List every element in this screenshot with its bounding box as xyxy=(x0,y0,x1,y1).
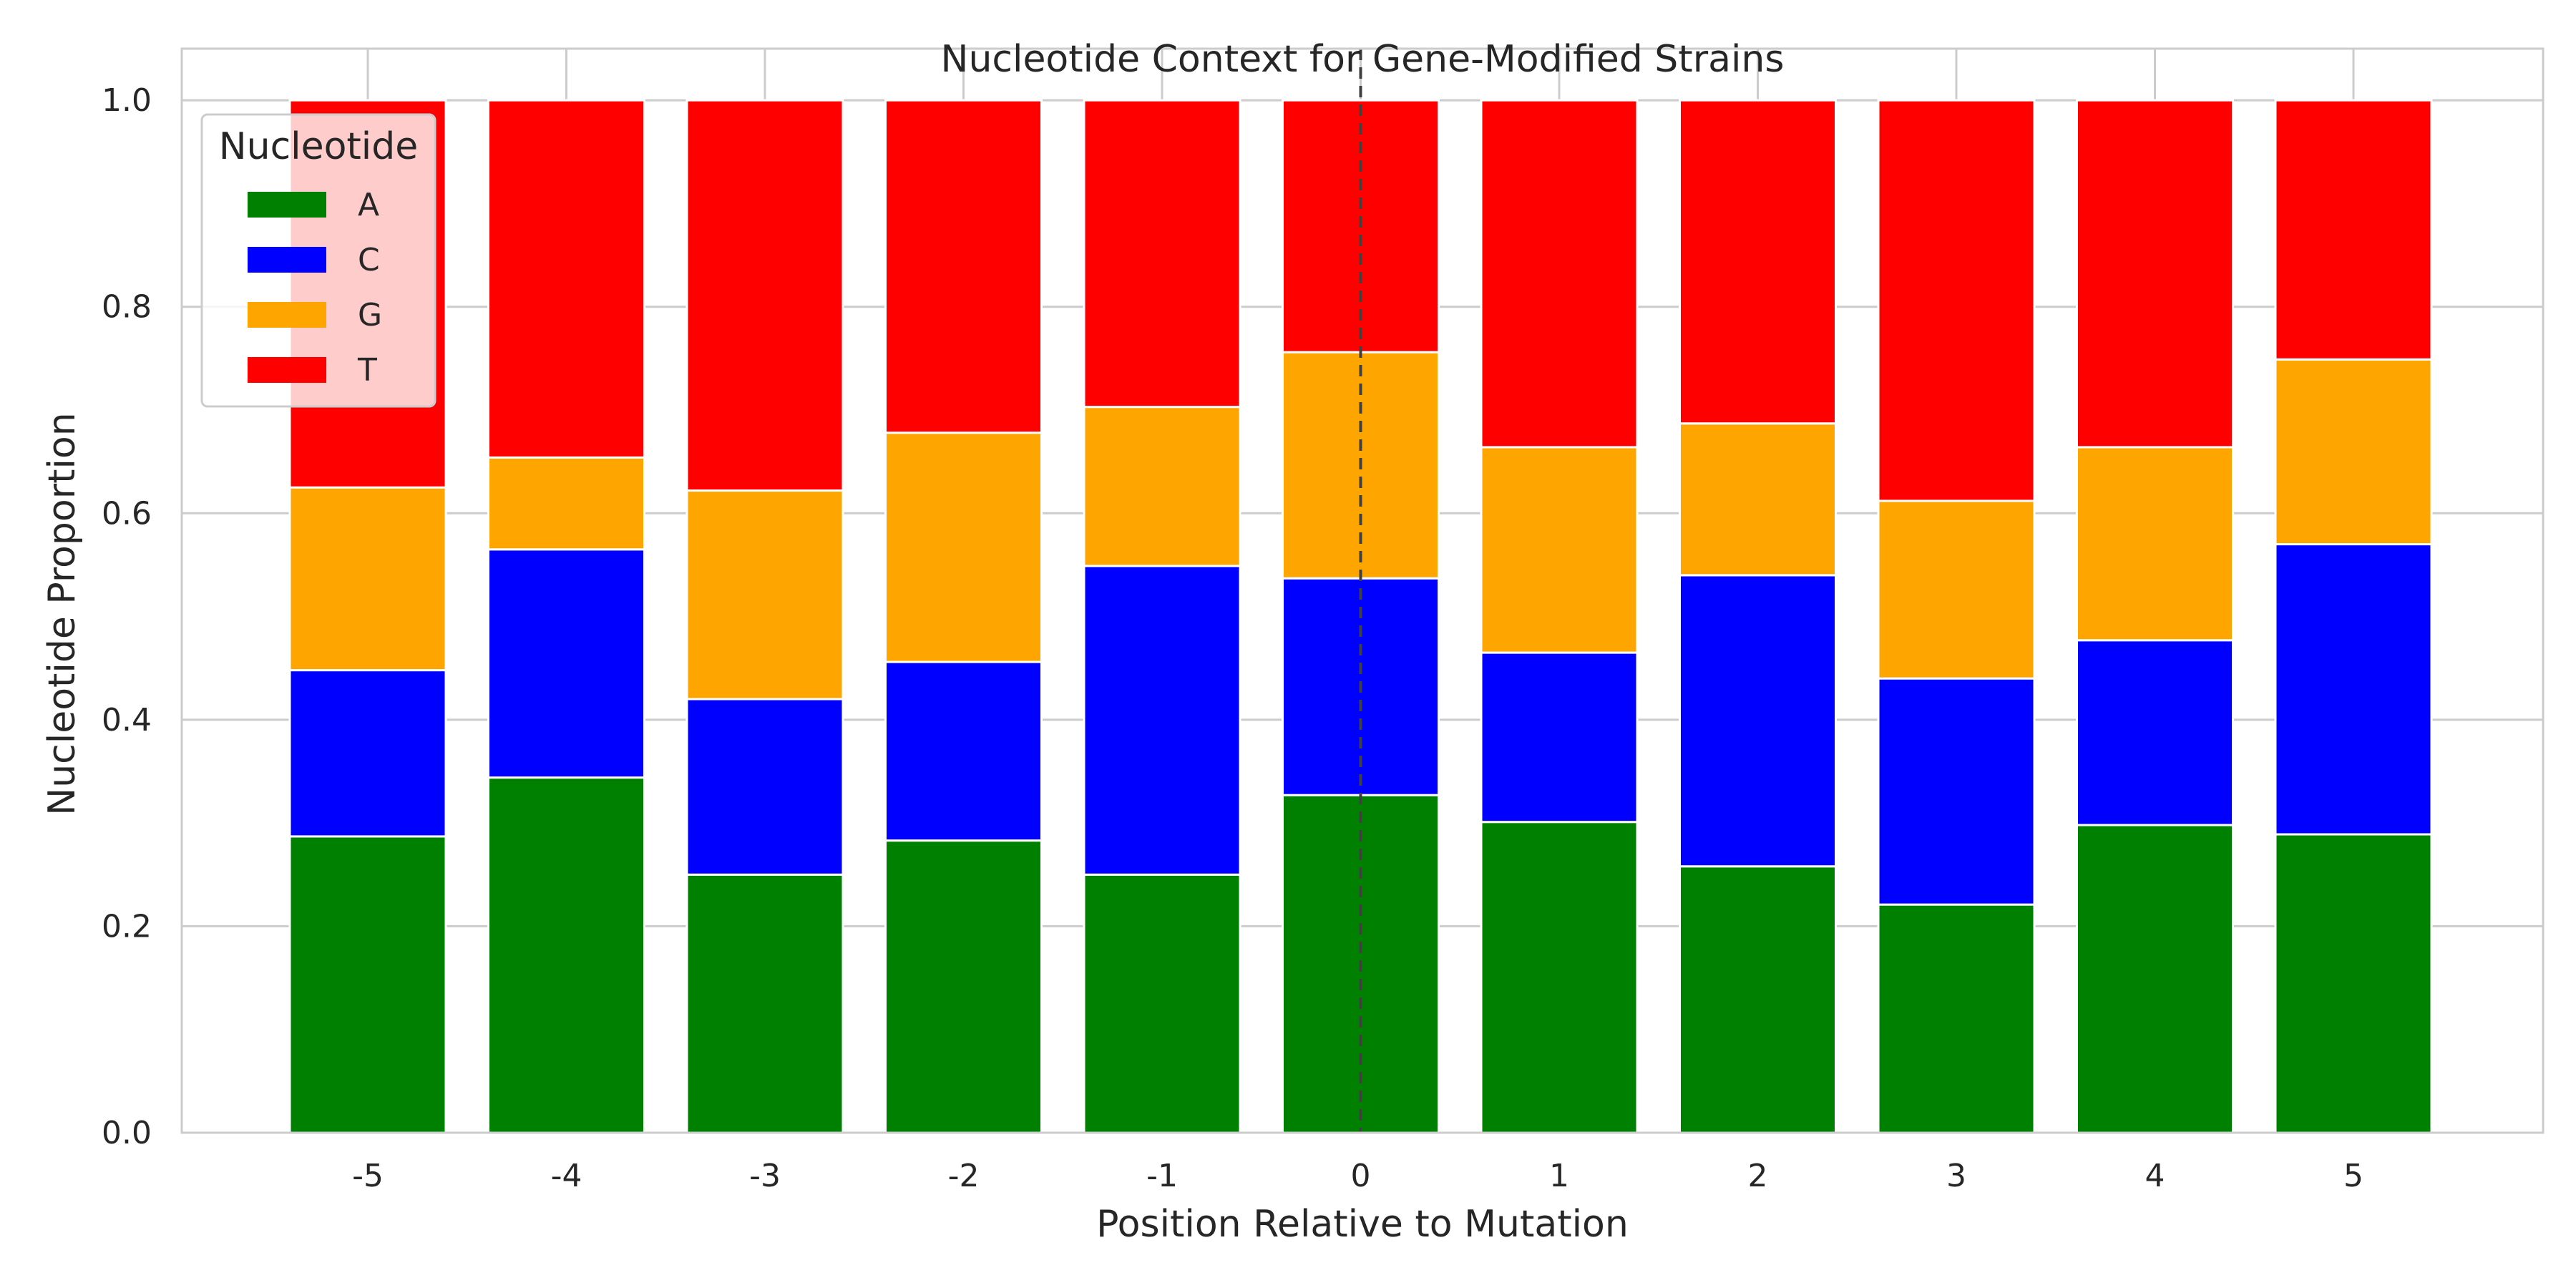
bar-segment-G--4 xyxy=(487,456,645,551)
bar-segment-A-5 xyxy=(2274,833,2433,1134)
chart-title: Nucleotide Context for Gene-Modified Str… xyxy=(941,38,1785,81)
bars xyxy=(288,99,2433,1134)
bar-segment-A--3 xyxy=(686,873,844,1134)
bar-segment-C-3 xyxy=(1877,677,2036,906)
x-tick-label: -4 xyxy=(551,1158,582,1194)
bar-segment-G--2 xyxy=(884,431,1043,663)
bar-segment-C--3 xyxy=(686,698,844,876)
bar-segment-T-4 xyxy=(2076,99,2234,449)
bar-segment-T-3 xyxy=(1877,99,2036,502)
y-ticks: 0.0 0.2 0.4 0.6 0.8 1.0 xyxy=(102,82,152,1151)
x-ticks: -5 -4 -3 -2 -1 0 1 2 3 4 5 xyxy=(352,1158,2363,1194)
bar-segment-G-4 xyxy=(2076,446,2234,642)
legend-label-A: A xyxy=(358,187,379,223)
bar-segment-G--1 xyxy=(1083,406,1241,567)
bar-segment-T--1 xyxy=(1083,99,1241,409)
y-tick-label: 1.0 xyxy=(102,82,152,119)
x-tick-label: -5 xyxy=(352,1158,384,1194)
x-axis-title: Position Relative to Mutation xyxy=(1096,1203,1629,1246)
bar-segment-A-2 xyxy=(1679,865,1837,1134)
bar-segment-T-1 xyxy=(1480,99,1639,449)
bar-segment-C--4 xyxy=(487,548,645,779)
x-tick-label: -1 xyxy=(1146,1158,1178,1194)
bar-segment-C--2 xyxy=(884,660,1043,842)
x-tick-label: 5 xyxy=(2343,1158,2363,1194)
x-tick-label: 0 xyxy=(1351,1158,1371,1194)
bar-segment-G--3 xyxy=(686,489,844,701)
x-tick-label: 4 xyxy=(2145,1158,2165,1194)
bar-segment-T-5 xyxy=(2274,99,2433,361)
y-tick-label: 0.2 xyxy=(102,908,152,945)
plot-frame xyxy=(180,47,2545,1134)
legend-title: Nucleotide xyxy=(219,125,419,168)
bar-segment-G--5 xyxy=(288,486,447,672)
legend-swatch-A xyxy=(248,192,326,218)
bar-segment-G-3 xyxy=(1877,499,2036,680)
y-axis-title: Nucleotide Proportion xyxy=(41,412,84,815)
bar-segment-T--3 xyxy=(686,99,844,492)
x-tick-label: -2 xyxy=(948,1158,980,1194)
bar-segment-G-2 xyxy=(1679,422,1837,577)
legend-label-T: T xyxy=(357,352,377,389)
bar-segment-C-1 xyxy=(1480,651,1639,824)
legend-label-C: C xyxy=(358,242,380,278)
x-tick-label: 3 xyxy=(1946,1158,1966,1194)
bar-segment-C--5 xyxy=(288,669,447,838)
x-tick-label: 2 xyxy=(1748,1158,1768,1194)
y-tick-label: 0.0 xyxy=(102,1115,152,1151)
bar-segment-A-1 xyxy=(1480,821,1639,1134)
bar-segment-G-5 xyxy=(2274,358,2433,546)
bar-segment-A-3 xyxy=(1877,903,2036,1134)
y-tick-label: 0.8 xyxy=(102,289,152,326)
bar-segment-T--4 xyxy=(487,99,645,459)
y-tick-label: 0.4 xyxy=(102,702,152,738)
bar-segment-C-5 xyxy=(2274,543,2433,836)
legend-label-G: G xyxy=(358,297,382,333)
bar-segment-T-2 xyxy=(1679,99,1837,425)
bar-segment-A-4 xyxy=(2076,824,2234,1134)
x-tick-label: -3 xyxy=(749,1158,781,1194)
legend-swatch-T xyxy=(248,357,326,383)
bar-segment-C--1 xyxy=(1083,565,1241,876)
bar-segment-C-4 xyxy=(2076,639,2234,826)
bar-segment-C-2 xyxy=(1679,574,1837,868)
bar-segment-A--5 xyxy=(288,835,447,1134)
bar-segment-A--2 xyxy=(884,839,1043,1134)
legend-swatch-G xyxy=(248,302,326,328)
legend-swatch-C xyxy=(248,247,326,273)
bar-segment-A--1 xyxy=(1083,873,1241,1134)
bar-segment-T--2 xyxy=(884,99,1043,434)
x-tick-label: 1 xyxy=(1549,1158,1569,1194)
bar-segment-A--4 xyxy=(487,776,645,1134)
bar-segment-G-1 xyxy=(1480,446,1639,654)
y-tick-label: 0.6 xyxy=(102,495,152,532)
